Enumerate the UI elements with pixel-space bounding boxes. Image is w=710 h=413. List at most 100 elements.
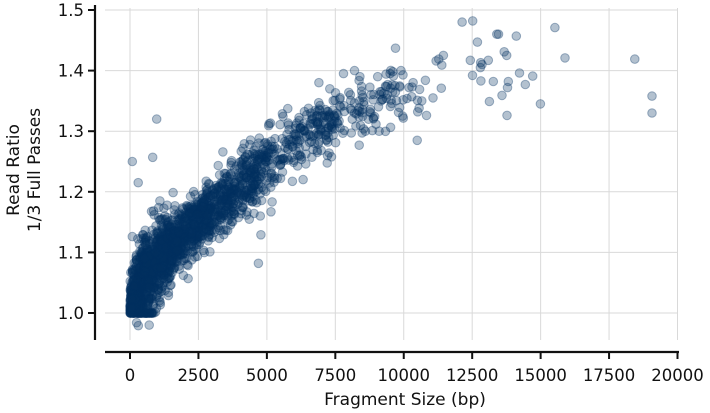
data-point xyxy=(149,252,160,263)
data-point xyxy=(132,303,143,313)
data-point xyxy=(159,270,170,280)
data-point xyxy=(148,269,159,279)
data-point xyxy=(135,253,146,264)
data-point xyxy=(133,308,144,318)
data-point xyxy=(135,280,146,291)
data-point xyxy=(145,253,155,264)
data-point xyxy=(156,253,166,264)
data-point xyxy=(142,244,152,254)
data-point xyxy=(128,297,138,307)
data-point xyxy=(211,180,221,191)
data-point xyxy=(275,160,286,170)
data-point xyxy=(187,246,197,257)
data-point xyxy=(148,269,159,279)
data-point xyxy=(137,258,148,268)
data-point xyxy=(130,283,140,294)
data-point xyxy=(165,256,175,266)
data-point xyxy=(131,261,141,272)
data-point xyxy=(137,296,148,307)
data-point xyxy=(149,277,159,288)
data-point xyxy=(154,215,165,225)
data-point xyxy=(129,308,140,318)
data-point xyxy=(165,222,176,232)
data-point xyxy=(142,279,153,289)
data-point xyxy=(149,270,159,281)
data-point xyxy=(134,298,144,309)
data-point xyxy=(141,308,152,318)
data-point xyxy=(143,277,154,288)
data-point xyxy=(165,271,176,282)
data-point xyxy=(133,296,143,307)
data-point xyxy=(138,254,148,265)
data-point xyxy=(151,260,161,271)
data-point xyxy=(142,308,153,318)
data-point xyxy=(214,233,225,244)
data-point xyxy=(134,239,145,249)
data-point xyxy=(131,277,141,288)
data-point xyxy=(155,297,165,308)
data-point xyxy=(131,300,142,310)
data-point xyxy=(142,247,153,257)
y-tick-label: 1.3 xyxy=(58,122,84,141)
data-point xyxy=(152,262,162,273)
data-point xyxy=(129,293,140,303)
data-point xyxy=(142,304,153,314)
data-point xyxy=(135,291,146,302)
data-point xyxy=(131,252,141,262)
data-point xyxy=(147,255,157,266)
data-point xyxy=(133,308,144,318)
data-point xyxy=(138,281,148,292)
data-point xyxy=(131,299,142,310)
data-point xyxy=(163,227,173,238)
data-point xyxy=(150,247,161,258)
data-point xyxy=(158,260,169,271)
data-point xyxy=(127,304,137,314)
y-tick-label: 1.4 xyxy=(58,62,84,81)
data-point xyxy=(146,263,157,274)
data-point xyxy=(137,308,147,318)
data-point xyxy=(320,104,331,115)
data-point xyxy=(134,263,144,274)
data-point xyxy=(135,283,145,293)
data-point xyxy=(501,50,512,61)
data-point xyxy=(137,279,147,289)
data-point xyxy=(140,266,151,277)
data-point xyxy=(126,284,137,295)
data-point xyxy=(135,294,145,305)
data-point xyxy=(226,155,237,166)
data-point xyxy=(129,264,139,275)
data-point xyxy=(144,295,154,306)
data-point xyxy=(127,289,138,300)
data-point xyxy=(164,232,174,242)
data-point xyxy=(151,262,161,272)
data-point xyxy=(130,265,141,275)
data-point xyxy=(488,76,499,87)
x-tick-label: 15000 xyxy=(514,366,567,385)
data-point xyxy=(135,274,146,284)
data-point xyxy=(138,293,149,304)
data-point xyxy=(144,308,154,318)
data-point xyxy=(141,257,152,267)
data-point xyxy=(165,237,175,247)
data-point xyxy=(163,229,173,240)
data-point xyxy=(144,254,154,264)
data-point xyxy=(165,228,176,238)
data-point xyxy=(165,280,175,291)
data-point xyxy=(151,265,162,275)
data-point xyxy=(136,268,146,279)
data-point xyxy=(126,300,136,311)
data-point xyxy=(139,257,149,268)
data-point xyxy=(134,306,145,317)
data-point xyxy=(157,281,168,292)
data-point xyxy=(145,262,155,272)
data-point xyxy=(138,271,148,281)
data-point xyxy=(391,95,402,106)
data-point xyxy=(162,239,172,249)
data-point xyxy=(157,274,167,285)
data-point xyxy=(158,262,169,272)
data-point xyxy=(126,291,137,302)
data-point xyxy=(520,79,531,90)
data-point xyxy=(136,308,146,318)
data-point xyxy=(128,308,138,318)
data-point xyxy=(139,281,149,292)
